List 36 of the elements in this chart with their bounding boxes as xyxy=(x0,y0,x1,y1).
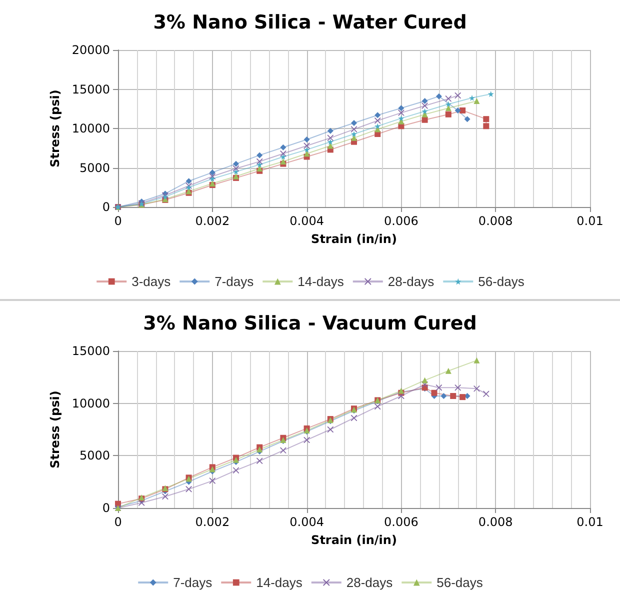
x-tick-label: 0 xyxy=(114,214,122,228)
x-tick-label: 0.01 xyxy=(576,514,604,528)
legend-label: 56-days xyxy=(478,274,525,289)
x-axis-title: Strain (in/in) xyxy=(311,532,397,546)
x-tick-label: 0.004 xyxy=(290,514,324,528)
legend-label: 14-days xyxy=(256,574,303,590)
legend-label: 3-days xyxy=(132,274,172,289)
x-tick-label: 0.002 xyxy=(195,214,230,228)
legend-label: 14-days xyxy=(298,274,344,289)
y-axis-title: Stress (psi) xyxy=(48,390,62,468)
y-tick-label: 15000 xyxy=(72,344,110,358)
x-tick-label: 0.002 xyxy=(195,514,230,528)
y-tick-label: 15000 xyxy=(72,82,110,96)
x-tick-label: 0 xyxy=(114,514,122,528)
x-tick-label: 0.008 xyxy=(478,514,513,528)
x-tick-label: 0.006 xyxy=(384,214,418,228)
chart-title: 3% Nano Silica - Water Cured xyxy=(153,12,467,34)
chart-title: 3% Nano Silica - Vacuum Cured xyxy=(143,312,477,334)
x-tick-label: 0.01 xyxy=(576,214,604,228)
y-tick-label: 10000 xyxy=(72,396,110,410)
y-axis-title: Stress (psi) xyxy=(48,90,62,168)
x-tick-label: 0.004 xyxy=(290,214,324,228)
legend-label: 7-days xyxy=(173,574,213,590)
x-tick-label: 0.008 xyxy=(478,214,513,228)
y-tick-label: 5000 xyxy=(79,448,110,462)
legend-label: 56-days xyxy=(436,574,484,590)
y-tick-label: 5000 xyxy=(79,160,110,175)
legend-label: 7-days xyxy=(214,274,254,289)
y-tick-label: 20000 xyxy=(72,43,110,57)
y-tick-label: 0 xyxy=(102,500,110,514)
legend-label: 28-days xyxy=(388,274,435,289)
x-axis-title: Strain (in/in) xyxy=(311,232,397,246)
y-tick-label: 0 xyxy=(102,200,110,214)
x-tick-label: 0.006 xyxy=(384,514,418,528)
legend-label: 28-days xyxy=(346,574,394,590)
y-tick-label: 10000 xyxy=(72,122,110,136)
